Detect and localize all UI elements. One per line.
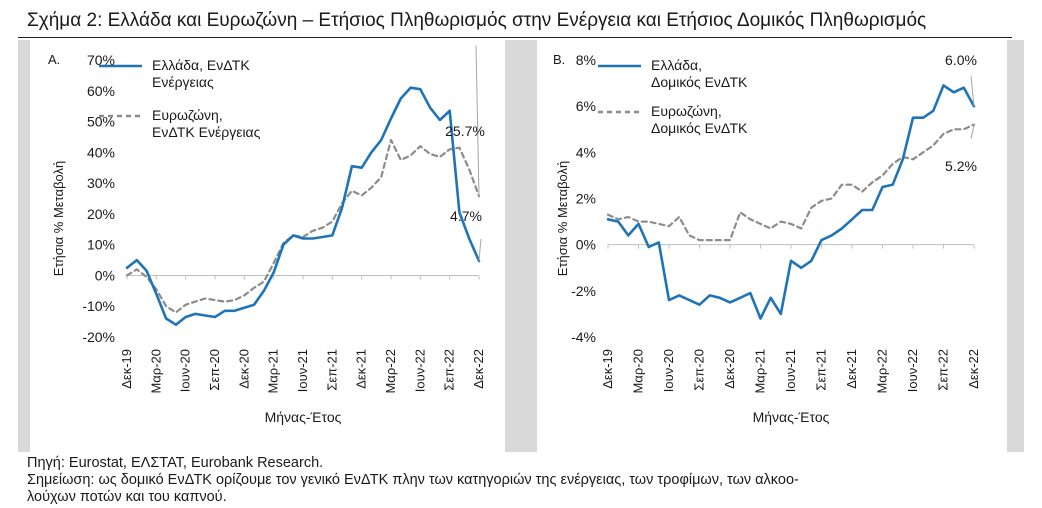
x-tick-label: Ιουν-22 — [905, 349, 920, 392]
y-tick-label: 0% — [576, 237, 596, 253]
data-annotation: 4.7% — [450, 208, 482, 224]
y-tick-label: 20% — [87, 206, 115, 222]
legend-label-greece: Ενέργειας — [152, 74, 214, 90]
x-tick-label: Σεπ-21 — [324, 349, 339, 391]
x-tick-label: Ιουν-21 — [783, 349, 798, 392]
x-tick-label: Μαρ-21 — [753, 349, 768, 394]
y-tick-label: 10% — [87, 237, 115, 253]
legend-label-greece: Ελλάδα, — [651, 57, 702, 73]
data-annotation: 6.0% — [945, 52, 977, 68]
x-tick-label: Σεπ-20 — [692, 349, 707, 391]
y-tick-label: -20% — [82, 329, 115, 345]
series-line-eurozone — [606, 123, 976, 242]
legend-label-eurozone: ΕνΔΤΚ Ενέργειας — [152, 124, 261, 140]
x-tick-label: Δεκ-20 — [236, 349, 251, 389]
series-line-greece — [606, 84, 976, 320]
x-tick-label: Δεκ-22 — [471, 349, 486, 389]
y-tick-label: 60% — [87, 83, 115, 99]
x-tick-label: Σεπ-21 — [814, 349, 829, 391]
figure-title: Σχήμα 2: Ελλάδα και Ευρωζώνη – Ετήσιος Π… — [27, 10, 927, 31]
x-tick-label: Σεπ-22 — [936, 349, 951, 391]
y-tick-label: -2% — [571, 283, 596, 299]
annotation-leader — [478, 238, 482, 262]
data-annotation: 25.7% — [445, 123, 485, 139]
legend-label-greece: Ελλάδα, ΕνΔΤΚ — [152, 57, 250, 73]
x-tick-label: Μαρ-22 — [383, 349, 398, 394]
y-tick-label: 0% — [95, 267, 115, 283]
annotation-leader — [970, 76, 975, 107]
title-rule — [18, 37, 1012, 38]
y-axis-title: Ετήσια % Μεταβολή — [555, 161, 570, 277]
y-tick-label: -4% — [571, 329, 596, 345]
x-tick-label: Δεκ-19 — [119, 349, 134, 389]
series-line-greece — [125, 86, 481, 327]
y-tick-label: 8% — [576, 52, 596, 68]
chart-a: A. -20% -10% 0% 10% 20% 30% 40% 50% 60% 70% Δεκ-19 Μ… — [48, 45, 486, 425]
definition-note-line-2: λούχων ποτών και του καπνού. — [27, 489, 227, 505]
x-tick-label: Ιουν-20 — [178, 349, 193, 392]
y-tick-label: 6% — [576, 98, 596, 114]
y-tick-label: -10% — [82, 298, 115, 314]
legend-label-eurozone: Ευρωζώνη, — [152, 107, 223, 123]
annotation-leader — [970, 124, 975, 139]
legend-label-greece: Δομικός ΕνΔΤΚ — [651, 74, 748, 90]
y-tick-label: 70% — [87, 52, 115, 68]
y-axis-title: Ετήσια % Μεταβολή — [51, 161, 66, 277]
definition-note-line-1: Σημείωση: ως δομικό ΕνΔΤΚ ορίζουμε τον γ… — [27, 472, 799, 488]
x-tick-label: Δεκ-22 — [966, 349, 981, 389]
series-line-eurozone — [125, 138, 481, 314]
chart-b: B. -4% -2% 0% 2% 4% 6% 8% Δεκ-19 Μαρ-20 Ιουν-20 Σεπ… — [553, 52, 981, 425]
x-tick-label: Ιουν-21 — [295, 349, 310, 392]
source-note: Πηγή: Eurostat, ΕΛΣΤΑΤ, Eurobank Researc… — [27, 455, 324, 471]
y-tick-label: 2% — [576, 191, 596, 207]
y-tick-label: 30% — [87, 175, 115, 191]
x-tick-label: Ιουν-20 — [661, 349, 676, 392]
x-tick-label: Σεπ-22 — [442, 349, 457, 391]
x-tick-label: Δεκ-21 — [844, 349, 859, 389]
x-tick-label: Δεκ-20 — [722, 349, 737, 389]
annotation-leader — [475, 45, 480, 197]
x-tick-label: Ιουν-22 — [412, 349, 427, 392]
x-tick-label: Μαρ-21 — [266, 349, 281, 394]
data-annotation: 5.2% — [945, 158, 977, 174]
x-tick-label: Μαρ-20 — [631, 349, 646, 394]
x-tick-label: Δεκ-19 — [600, 349, 615, 389]
panel-b: B. -4% -2% 0% 2% 4% 6% 8% Δεκ-19 Μαρ-20 Ιουν-20 Σεπ… — [537, 40, 1007, 452]
panel-label: B. — [553, 52, 565, 67]
legend-label-eurozone: Δομικός ΕνΔΤΚ — [651, 120, 748, 136]
x-tick-label: Μαρ-20 — [148, 349, 163, 394]
x-axis-title: Μήνας-Έτος — [753, 409, 830, 425]
x-axis-title: Μήνας-Έτος — [265, 409, 342, 425]
legend-label-eurozone: Ευρωζώνη, — [651, 103, 722, 119]
panel-label: A. — [48, 52, 60, 67]
x-tick-label: Δεκ-21 — [354, 349, 369, 389]
x-tick-label: Μαρ-22 — [875, 349, 890, 394]
x-tick-label: Σεπ-20 — [207, 349, 222, 391]
panel-a: A. -20% -10% 0% 10% 20% 30% 40% 50% 60% 70% Δεκ-19 Μ… — [30, 40, 505, 452]
y-tick-label: 50% — [87, 114, 115, 130]
y-tick-label: 40% — [87, 144, 115, 160]
y-tick-label: 4% — [576, 144, 596, 160]
